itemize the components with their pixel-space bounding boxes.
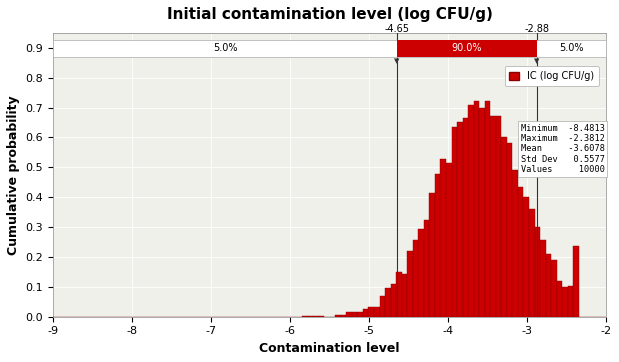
Bar [474, 101, 479, 317]
Bar [430, 193, 435, 317]
Bar [407, 251, 413, 317]
Bar [545, 254, 551, 317]
Text: Minimum  -8.4813
Maximum  -2.3812
Mean     -3.6078
Std Dev   0.5577
Values     1: Minimum -8.4813 Maximum -2.3812 Mean -3.… [521, 124, 605, 174]
Bar [479, 108, 485, 317]
Bar [535, 227, 540, 317]
Bar [319, 316, 324, 317]
Bar [513, 171, 518, 317]
Text: ▼: ▼ [534, 58, 540, 64]
Bar [441, 159, 446, 317]
Y-axis label: Cumulative probability: Cumulative probability [7, 95, 20, 254]
Bar [507, 143, 513, 317]
Bar [562, 287, 568, 317]
Text: 5.0%: 5.0% [213, 43, 237, 54]
Bar [402, 274, 407, 317]
Bar [568, 286, 573, 317]
Bar [462, 118, 468, 317]
Bar [496, 116, 501, 317]
Bar [490, 116, 496, 317]
Bar [363, 309, 368, 317]
Bar [501, 136, 507, 317]
Text: 5.0%: 5.0% [560, 43, 584, 54]
Text: 90.0%: 90.0% [452, 43, 482, 54]
Bar [485, 101, 490, 317]
Bar [418, 229, 424, 317]
Bar [397, 40, 537, 57]
Bar [379, 296, 385, 317]
Bar [385, 288, 391, 317]
Bar [446, 163, 451, 317]
Bar [396, 272, 402, 317]
Bar [457, 122, 462, 317]
Bar [313, 316, 319, 317]
Bar [573, 246, 579, 317]
Bar [368, 307, 374, 317]
Bar [540, 240, 545, 317]
Bar [435, 174, 441, 317]
Title: Initial contamination level (log CFU/g): Initial contamination level (log CFU/g) [167, 7, 493, 22]
Bar [335, 315, 341, 317]
Bar [308, 316, 313, 317]
Text: -2.88: -2.88 [524, 24, 550, 34]
Bar [341, 316, 347, 317]
Legend: IC (log CFU/g): IC (log CFU/g) [504, 66, 599, 86]
Bar [551, 260, 556, 317]
Text: ▼: ▼ [394, 58, 400, 64]
Bar [468, 105, 474, 317]
Bar [556, 281, 562, 317]
Bar [352, 312, 357, 317]
Bar [357, 312, 363, 317]
Bar [374, 307, 379, 317]
Bar [347, 312, 352, 317]
Bar [391, 284, 396, 317]
Bar [524, 197, 529, 317]
Bar [451, 127, 457, 317]
Bar [529, 209, 535, 317]
Bar [413, 240, 418, 317]
Bar [424, 220, 430, 317]
Bar [302, 316, 308, 317]
Bar [53, 40, 607, 57]
Text: -4.65: -4.65 [384, 24, 409, 34]
Bar [518, 186, 524, 317]
X-axis label: Contamination level: Contamination level [259, 342, 400, 355]
